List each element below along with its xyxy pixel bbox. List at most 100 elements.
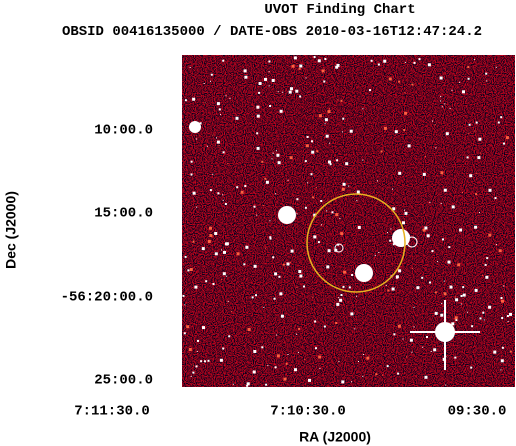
speckle <box>304 160 307 163</box>
speckle <box>389 239 392 242</box>
speckle <box>197 339 199 342</box>
speckle <box>287 354 289 355</box>
speckle <box>209 226 212 230</box>
speckle <box>506 315 509 317</box>
speckle <box>385 284 387 286</box>
speckle <box>272 256 275 259</box>
speckle <box>484 263 487 266</box>
speckle <box>488 305 492 309</box>
speckle <box>478 137 482 141</box>
speckle <box>362 375 364 377</box>
speckle <box>321 69 325 73</box>
speckle <box>246 384 249 387</box>
speckle <box>396 278 398 279</box>
speckle <box>319 367 321 369</box>
speckle <box>329 163 332 166</box>
speckle <box>207 240 211 243</box>
speckle <box>277 91 279 93</box>
speckle <box>296 333 297 335</box>
image-noise <box>182 55 515 387</box>
speckle <box>391 287 395 291</box>
speckle <box>498 249 502 253</box>
speckle <box>290 87 293 91</box>
speckle <box>217 192 220 195</box>
speckle <box>475 121 478 124</box>
speckle <box>214 232 218 235</box>
speckle <box>449 285 453 289</box>
speckle <box>402 221 405 225</box>
speckle <box>340 99 343 102</box>
speckle <box>222 59 225 62</box>
speckle <box>324 118 328 122</box>
speckle <box>247 328 251 331</box>
speckle <box>305 77 307 79</box>
speckle <box>392 188 394 190</box>
speckle <box>298 270 302 273</box>
speckle <box>323 80 326 83</box>
speckle <box>422 346 424 348</box>
speckle <box>289 156 293 160</box>
speckle <box>204 360 206 363</box>
speckle <box>451 322 455 326</box>
speckle <box>290 261 292 263</box>
speckle <box>440 171 444 175</box>
speckle <box>256 146 260 150</box>
y-tick-label: 15:00.0 <box>94 206 153 222</box>
speckle <box>467 132 469 134</box>
speckle <box>194 285 198 289</box>
speckle <box>462 286 465 289</box>
speckle <box>314 320 317 323</box>
speckle <box>342 117 345 120</box>
speckle <box>262 205 264 206</box>
speckle <box>258 82 262 85</box>
speckle <box>442 238 444 241</box>
speckle <box>222 347 225 350</box>
speckle <box>311 140 313 143</box>
speckle <box>271 79 275 82</box>
speckle <box>351 274 354 276</box>
speckle <box>467 66 470 68</box>
speckle <box>397 324 401 328</box>
speckle <box>335 65 339 69</box>
speckle <box>377 63 380 66</box>
speckle <box>268 85 270 87</box>
speckle <box>305 144 309 148</box>
speckle <box>393 333 396 336</box>
speckle <box>422 228 426 232</box>
speckle <box>358 191 359 193</box>
speckle <box>196 350 198 352</box>
speckle <box>354 328 356 330</box>
speckle <box>497 121 500 124</box>
speckle <box>451 205 455 209</box>
speckle <box>212 173 214 175</box>
speckle <box>320 224 322 226</box>
speckle <box>486 80 488 82</box>
speckle <box>444 103 446 105</box>
speckle <box>261 160 264 163</box>
speckle <box>274 272 278 276</box>
speckle <box>403 129 406 131</box>
speckle <box>397 372 400 375</box>
speckle <box>454 316 458 320</box>
speckle <box>203 83 205 84</box>
speckle <box>186 325 190 329</box>
speckle <box>474 225 478 229</box>
speckle <box>206 145 208 147</box>
speckle <box>210 80 211 82</box>
speckle <box>299 64 303 68</box>
speckle <box>304 206 307 209</box>
speckle <box>256 105 260 109</box>
speckle <box>340 232 344 236</box>
speckle <box>324 58 327 60</box>
speckle <box>429 201 431 203</box>
speckle <box>323 325 326 328</box>
speckle <box>398 80 401 83</box>
y-axis-label: Dec (J2000) <box>3 191 19 269</box>
speckle <box>362 108 364 110</box>
speckle <box>184 255 187 258</box>
star <box>278 206 296 224</box>
speckle <box>476 172 478 174</box>
speckle <box>288 90 292 94</box>
speckle <box>404 209 405 211</box>
title: UVOT Finding Chart <box>264 2 415 18</box>
